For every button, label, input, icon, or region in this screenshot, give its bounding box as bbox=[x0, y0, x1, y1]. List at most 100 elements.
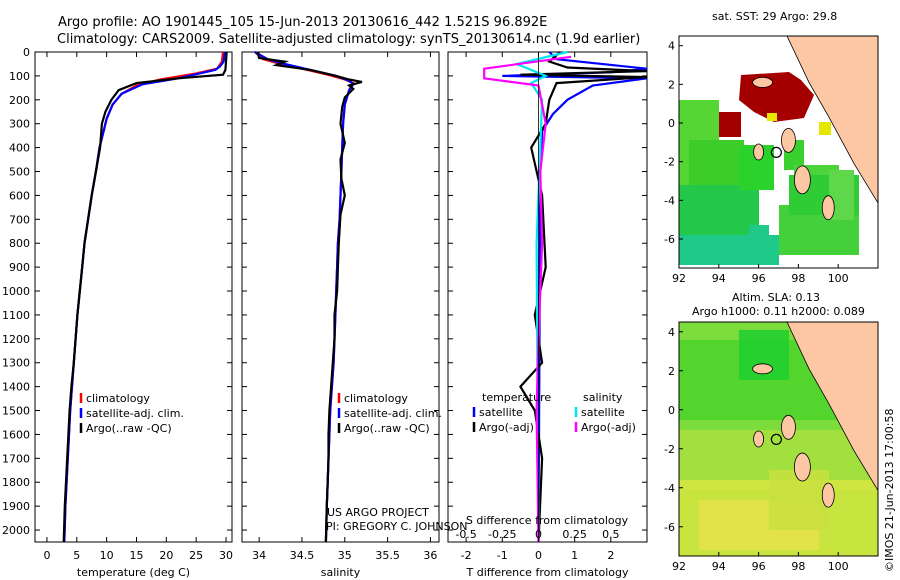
map-y-tick-label: 0 bbox=[668, 117, 675, 130]
island bbox=[781, 414, 796, 440]
s-tick-label: 0.5 bbox=[602, 528, 620, 541]
x-tick-label: 0 bbox=[43, 549, 50, 562]
header-line2: Climatology: CARS2009. Satellite-adjuste… bbox=[57, 32, 640, 47]
plot-frame bbox=[447, 51, 648, 543]
y-tick-label: 1500 bbox=[2, 405, 30, 418]
map-x-tick-label: 100 bbox=[828, 560, 849, 573]
series-line-satellite-adj--clim- bbox=[254, 51, 355, 543]
sst-yellow-patch bbox=[819, 122, 831, 135]
x-axis-label: T difference from climatology bbox=[466, 566, 629, 579]
legend-s-heading: salinity bbox=[583, 391, 623, 404]
map-y-tick-label: 2 bbox=[668, 78, 675, 91]
series-line-salinity-argo--adj- bbox=[483, 55, 572, 543]
island bbox=[793, 165, 811, 195]
map-content bbox=[679, 322, 878, 556]
y-tick-label: 1900 bbox=[2, 500, 30, 513]
island bbox=[793, 452, 811, 482]
land-mass bbox=[786, 322, 878, 492]
s-tick-label: 0.25 bbox=[562, 528, 587, 541]
legend-label: Argo(-adj) bbox=[581, 421, 636, 434]
map-x-tick-label: 100 bbox=[828, 272, 849, 285]
legend-label: Argo(..raw -QC) bbox=[86, 422, 172, 435]
y-tick-label: 900 bbox=[9, 261, 30, 274]
map-y-tick-label: -4 bbox=[664, 194, 675, 207]
y-tick-label: 1100 bbox=[2, 309, 30, 322]
plot-frame bbox=[34, 51, 233, 543]
map-x-tick-label: 98 bbox=[791, 272, 805, 285]
map-y-tick-label: 4 bbox=[668, 326, 675, 339]
y-tick-label: 200 bbox=[9, 94, 30, 107]
series-line-satellite-adj--clim- bbox=[63, 51, 226, 543]
map-y-tick-label: -6 bbox=[664, 233, 675, 246]
series-line-climatology bbox=[254, 51, 355, 543]
y-tick-label: 800 bbox=[9, 237, 30, 250]
land-mass bbox=[786, 36, 878, 204]
difference-panel: -2 -1 0 1 2 T difference from climatology S di… bbox=[447, 50, 648, 579]
series-line-salinity-satellite bbox=[513, 50, 568, 543]
island bbox=[753, 430, 764, 448]
x-tick-label: 34 bbox=[252, 549, 266, 562]
x-tick-label: 25 bbox=[189, 549, 203, 562]
x-tick-label: 1 bbox=[571, 549, 578, 562]
sst-yellow-patch bbox=[767, 113, 777, 121]
s-tick-label: -0.5 bbox=[455, 528, 476, 541]
x-tick-label: 2 bbox=[607, 549, 614, 562]
island bbox=[753, 143, 764, 161]
x-tick-label: 35 bbox=[338, 549, 352, 562]
x-axis-top-label: S difference from climatology bbox=[466, 514, 629, 527]
x-tick-label: 20 bbox=[159, 549, 173, 562]
argo-position-marker bbox=[770, 433, 782, 446]
x-tick-label: 15 bbox=[129, 549, 143, 562]
x-tick-label: -1 bbox=[497, 549, 508, 562]
legend-label: climatology bbox=[344, 392, 408, 405]
plot-frame bbox=[241, 51, 440, 543]
legend-label: satellite-adj. clim. bbox=[344, 407, 442, 420]
y-tick-label: 1600 bbox=[2, 428, 30, 441]
y-tick-label: 600 bbox=[9, 189, 30, 202]
sst-map-title: sat. SST: 29 Argo: 29.8 bbox=[712, 10, 837, 23]
legend-label: satellite bbox=[581, 406, 625, 419]
y-tick-label: 1400 bbox=[2, 381, 30, 394]
y-tick-label: 300 bbox=[9, 118, 30, 131]
sst-map: 92 94 96 98 100 -6 -4 -2 0 2 4 bbox=[664, 35, 879, 285]
island bbox=[821, 482, 835, 508]
x-tick-label: 34.5 bbox=[290, 549, 315, 562]
series-line-satellite bbox=[502, 51, 648, 543]
map-y-tick-label: 4 bbox=[668, 40, 675, 53]
map-y-tick-label: -2 bbox=[664, 443, 675, 456]
island bbox=[821, 195, 835, 221]
map-x-tick-label: 96 bbox=[752, 272, 766, 285]
sst-ocean-patch bbox=[749, 225, 769, 250]
legend-label: Argo(-adj) bbox=[479, 421, 534, 434]
argo-position-marker bbox=[770, 146, 782, 159]
attribution-line2: PI: GREGORY C. JOHNSON bbox=[326, 520, 467, 533]
y-tick-label: 1000 bbox=[2, 285, 30, 298]
legend-label: climatology bbox=[86, 392, 150, 405]
y-tick-label: 1300 bbox=[2, 357, 30, 370]
header-line1: Argo profile: AO 1901445_105 15-Jun-2013… bbox=[58, 15, 547, 30]
attribution-line1: US ARGO PROJECT bbox=[327, 506, 429, 519]
y-tick-label: 700 bbox=[9, 213, 30, 226]
legend-label: satellite bbox=[479, 406, 523, 419]
map-y-tick-label: 0 bbox=[668, 404, 675, 417]
map-y-tick-label: -2 bbox=[664, 156, 675, 169]
y-tick-label: 2000 bbox=[2, 524, 30, 537]
series-line-climatology bbox=[63, 51, 225, 543]
map-y-tick-label: 2 bbox=[668, 365, 675, 378]
map-frame bbox=[678, 35, 879, 269]
x-tick-label: 10 bbox=[100, 549, 114, 562]
series-line-argo---raw--qc- bbox=[62, 51, 228, 543]
temperature-panel: 0 5 10 15 20 25 300100200300400500600700800900… bbox=[2, 46, 233, 579]
y-tick-label: 1800 bbox=[2, 476, 30, 489]
sla-map: 92 94 96 98 100 -6 -4 -2 0 2 4 bbox=[664, 321, 879, 573]
x-tick-label: 0 bbox=[535, 549, 542, 562]
legend-t-heading: temperature bbox=[482, 391, 551, 404]
x-tick-label: 36 bbox=[423, 549, 437, 562]
legend-label: Argo(..raw -QC) bbox=[344, 422, 430, 435]
x-tick-label: 5 bbox=[73, 549, 80, 562]
sst-warm-patch bbox=[719, 112, 741, 137]
y-tick-label: 0 bbox=[23, 46, 30, 59]
x-axis-label: temperature (deg C) bbox=[77, 566, 190, 579]
sla-map-subtitle: Argo h1000: 0.11 h2000: 0.089 bbox=[692, 305, 865, 318]
map-x-tick-label: 92 bbox=[672, 560, 686, 573]
